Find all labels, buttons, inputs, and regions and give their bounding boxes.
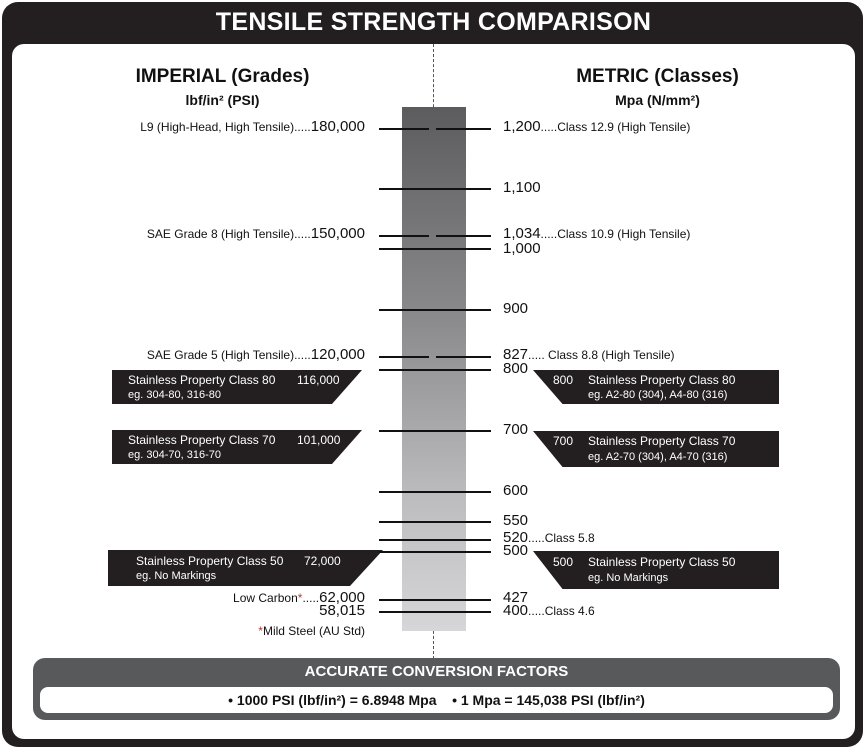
metric-value-700: 700 — [503, 421, 529, 438]
tick-1000 — [379, 248, 491, 250]
conversion-text: • 1000 PSI (lbf/in²) = 6.8948 Mpa • 1 Mp… — [40, 687, 833, 713]
imperial-stainless-class-70: Stainless Property Class 70 101,000 eg. … — [112, 430, 362, 464]
metric-value-1034: 1,034.....Class 10.9 (High Tensile) — [503, 225, 691, 242]
tick-600 — [379, 491, 491, 493]
imperial-stainless-class-50: Stainless Property Class 50 72,000 eg. N… — [108, 550, 383, 586]
tick-1200 — [436, 128, 491, 130]
imperial-grade-sae5: SAE Grade 5 (High Tensile).....120,000 — [146, 346, 365, 363]
tick-700 — [379, 430, 491, 432]
imperial-value-58015: 58,015 — [319, 602, 365, 619]
metric-value-600: 600 — [503, 482, 529, 499]
metric-value-827: 827..... Class 8.8 (High Tensile) — [503, 346, 675, 363]
imperial-grade-low-carbon: Low Carbon*.....62,000 — [233, 589, 365, 606]
metric-value-520: 520.....Class 5.8 — [503, 529, 595, 546]
imperial-grade-sae8: SAE Grade 8 (High Tensile).....150,000 — [146, 225, 365, 242]
metric-value-1000: 1,000 — [503, 240, 541, 257]
imperial-unit: lbf/in² (PSI) — [185, 92, 260, 108]
page-title: TENSILE STRENGTH COMPARISON — [215, 8, 652, 36]
metric-stainless-class-50: 500 Stainless Property Class 50 eg. No M… — [533, 551, 779, 589]
tick-1034 — [436, 235, 491, 237]
tick-500 — [379, 551, 491, 553]
tick-900 — [379, 309, 491, 311]
conversion-box: ACCURATE CONVERSION FACTORS • 1000 PSI (… — [33, 658, 840, 720]
metric-value-900: 900 — [503, 300, 529, 317]
tick-120000 — [379, 356, 429, 358]
metric-value-500: 500 — [503, 542, 529, 559]
metric-value-1100: 1,100 — [503, 179, 541, 196]
tick-180000 — [379, 128, 429, 130]
tick-827 — [436, 356, 491, 358]
tick-427 — [379, 599, 491, 601]
metric-heading: METRIC (Classes) — [576, 66, 739, 87]
imperial-stainless-class-80: Stainless Property Class 80 116,000 eg. … — [112, 370, 362, 404]
tick-150000 — [379, 235, 429, 237]
imperial-footnote: *Mild Steel (AU Std) — [258, 624, 365, 638]
tick-400 — [379, 611, 491, 613]
imperial-grade-l9: L9 (High-Head, High Tensile).....180,000 — [140, 118, 365, 135]
conversion-title: ACCURATE CONVERSION FACTORS — [304, 663, 569, 680]
metric-value-550: 550 — [503, 512, 529, 529]
imperial-heading: IMPERIAL (Grades) — [135, 66, 310, 87]
metric-value-400: 400.....Class 4.6 — [503, 602, 595, 619]
metric-stainless-class-70: 700 Stainless Property Class 70 eg. A2-7… — [533, 431, 779, 467]
tick-520 — [379, 539, 491, 541]
metric-value-427: 427 — [503, 589, 529, 606]
tick-550 — [379, 521, 491, 523]
tick-1100 — [379, 188, 491, 190]
metric-value-800: 800 — [503, 360, 529, 377]
metric-stainless-class-80: 800 Stainless Property Class 80 eg. A2-8… — [533, 370, 779, 404]
tick-800 — [379, 369, 491, 371]
metric-unit: Mpa (N/mm²) — [615, 92, 700, 108]
metric-value-1200: 1,200.....Class 12.9 (High Tensile) — [503, 118, 691, 135]
